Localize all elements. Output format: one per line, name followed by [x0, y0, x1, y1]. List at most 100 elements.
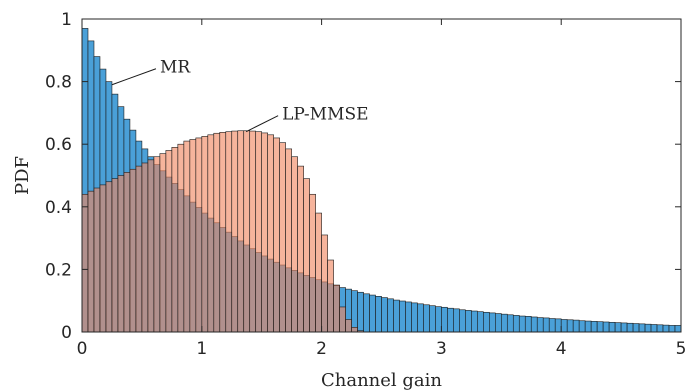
bar [225, 131, 233, 333]
bar [668, 325, 676, 333]
annotations-layer: MR LP-MMSE [111, 58, 369, 133]
bar [381, 297, 388, 333]
bar [165, 150, 173, 333]
x-tick-label: 5 [676, 339, 687, 359]
bar [405, 301, 412, 333]
x-tick-label: 3 [436, 339, 447, 359]
bar [135, 165, 143, 333]
bar [489, 312, 496, 333]
bar [399, 300, 406, 333]
bar [423, 304, 430, 333]
bar [147, 159, 155, 333]
bar [105, 181, 113, 333]
bar [261, 132, 268, 333]
bar [602, 321, 610, 333]
bar [93, 187, 101, 333]
bar [506, 314, 514, 333]
bar [584, 320, 592, 333]
bar [339, 306, 346, 333]
bar [321, 234, 328, 333]
bar [566, 319, 574, 333]
bar [596, 321, 604, 333]
bar [363, 293, 370, 333]
bar [471, 310, 478, 333]
bar [267, 134, 274, 333]
bar [441, 306, 448, 333]
bar [129, 168, 137, 333]
bar [327, 259, 334, 333]
bar [345, 319, 352, 333]
series-lp-mmse-bars [81, 130, 364, 333]
bar [87, 190, 95, 333]
y-tick-label: 0.8 [45, 73, 72, 93]
bars-layer [81, 28, 682, 333]
bar [495, 313, 502, 333]
bar [123, 172, 131, 333]
bar [674, 325, 682, 333]
ticks-layer: 0 1 2 3 4 5 0 0.2 0.4 0.6 0.8 1 [45, 10, 686, 359]
annotation-leader-line [245, 115, 279, 133]
bar [231, 130, 239, 333]
bar [614, 322, 622, 333]
bar [141, 162, 149, 333]
bar [237, 130, 245, 333]
y-tick-label: 0.4 [45, 198, 72, 218]
bar [333, 284, 340, 333]
bar [189, 139, 197, 333]
bar [518, 315, 526, 333]
bar [626, 322, 634, 333]
y-tick-label: 0 [61, 323, 72, 343]
bar [99, 184, 107, 333]
bar [483, 311, 490, 333]
bar [429, 305, 436, 333]
bar [542, 317, 550, 333]
x-axis-label: Channel gain [321, 370, 442, 391]
bar [273, 137, 280, 333]
bar [81, 193, 89, 333]
bar [548, 318, 556, 333]
bar [465, 310, 472, 333]
bar [620, 322, 628, 333]
bar [650, 324, 658, 333]
bar [644, 323, 652, 333]
annotation-label: MR [160, 58, 191, 78]
bar [453, 308, 460, 333]
bar [309, 193, 316, 333]
annotation-label: LP-MMSE [282, 105, 368, 125]
bar [417, 303, 424, 333]
y-tick-label: 1 [61, 10, 72, 30]
bar [656, 324, 664, 333]
bar [315, 212, 322, 333]
bar [638, 323, 646, 333]
bar [201, 136, 209, 333]
bar [213, 132, 221, 333]
bar [393, 299, 400, 333]
bar [512, 315, 520, 333]
y-tick-label: 0.2 [45, 260, 72, 280]
bar [111, 178, 119, 333]
bar [387, 298, 394, 333]
bar [249, 130, 257, 333]
bar [369, 294, 376, 333]
bar [572, 319, 580, 333]
bar [375, 296, 382, 333]
bar [459, 309, 466, 333]
bar [500, 313, 508, 333]
bar [411, 302, 418, 333]
bar [195, 137, 203, 333]
y-axis-label: PDF [12, 156, 33, 195]
y-tick-label: 0.6 [45, 135, 72, 155]
bar [477, 311, 484, 333]
bar [171, 147, 179, 333]
bar [447, 307, 454, 333]
x-tick-label: 0 [77, 339, 88, 359]
bar [351, 327, 358, 333]
bar [291, 156, 298, 333]
bar [243, 130, 251, 333]
x-tick-label: 2 [316, 339, 327, 359]
bar [632, 323, 640, 333]
bar [207, 134, 215, 333]
bar [285, 148, 292, 333]
bar [153, 156, 161, 333]
